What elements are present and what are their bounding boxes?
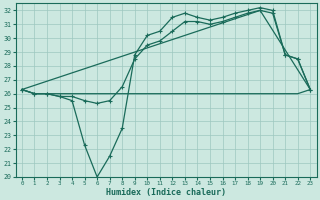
- X-axis label: Humidex (Indice chaleur): Humidex (Indice chaleur): [106, 188, 226, 197]
